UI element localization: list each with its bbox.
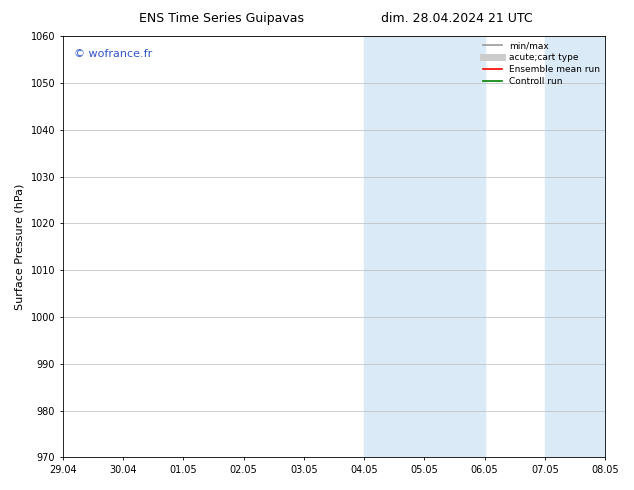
Legend: min/max, acute;cart type, Ensemble mean run, Controll run: min/max, acute;cart type, Ensemble mean …: [480, 38, 604, 89]
Y-axis label: Surface Pressure (hPa): Surface Pressure (hPa): [15, 184, 25, 310]
Text: ENS Time Series Guipavas: ENS Time Series Guipavas: [139, 12, 304, 25]
Bar: [364, 36, 484, 457]
Text: © wofrance.fr: © wofrance.fr: [74, 49, 152, 59]
Bar: [545, 36, 634, 457]
Text: dim. 28.04.2024 21 UTC: dim. 28.04.2024 21 UTC: [380, 12, 533, 25]
